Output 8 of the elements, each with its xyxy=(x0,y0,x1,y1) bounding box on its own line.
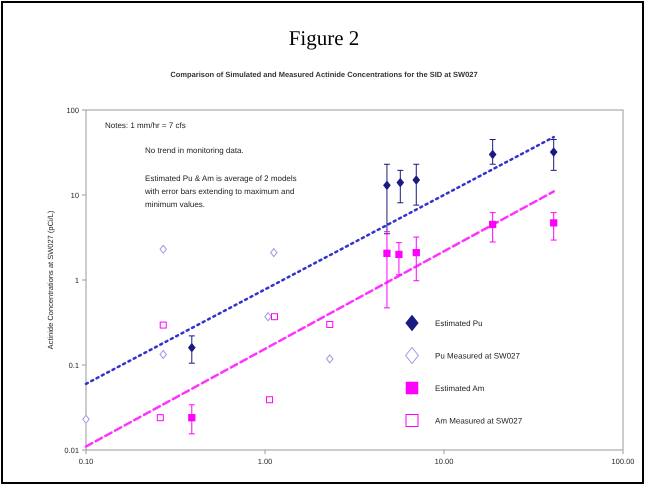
legend-label: Pu Measured at SW027 xyxy=(435,352,520,360)
legend-label: Am Measured at SW027 xyxy=(435,416,523,426)
chart-title: Figure 2 xyxy=(288,26,360,50)
annotation: Notes: 1 mm/hr = 7 cfs xyxy=(105,121,186,130)
annotation: No trend in monitoring data. xyxy=(145,146,244,155)
annotation: Estimated Pu & Am is average of 2 models with error bars extending to maximum and minimum values. xyxy=(144,174,297,209)
legend-label: Estimated Am xyxy=(435,384,485,393)
legend-label: Estimated Pu xyxy=(435,319,483,328)
